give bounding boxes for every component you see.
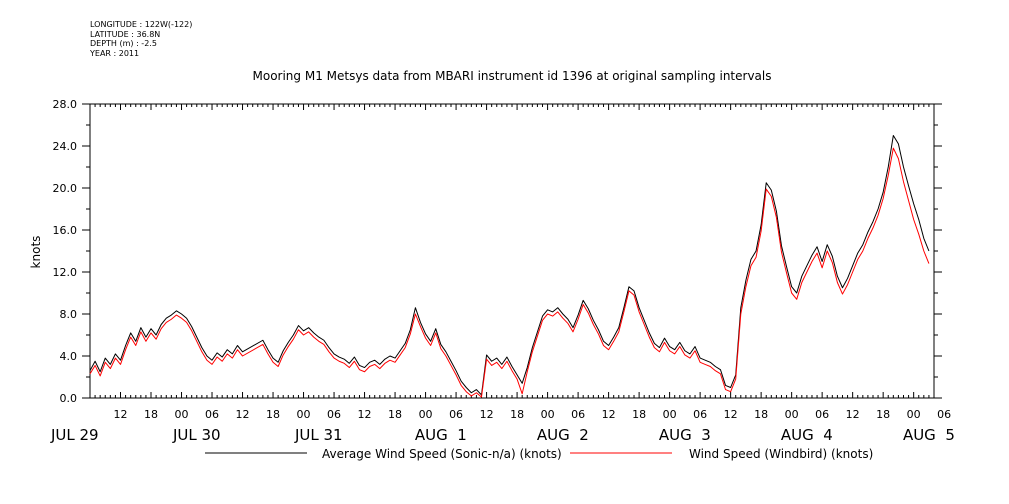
year-label: YEAR : 2011 [90, 48, 140, 58]
y-tick-label: 4.0 [60, 350, 78, 363]
x-tick-label: 12 [236, 408, 250, 421]
x-day-label: AUG 4 [781, 426, 833, 444]
x-tick-label: 18 [876, 408, 890, 421]
x-hour-tick-labels: 12 18 00 06 12 18 00 06 12 18 00 06 12 18 00 06 12 18 00 06… [114, 408, 952, 421]
legend: Average Wind Speed (Sonic-n/a) (knots) W… [205, 447, 873, 461]
legend-label-windbird: Wind Speed (Windbird) (knots) [689, 447, 873, 461]
x-tick-label: 00 [663, 408, 677, 421]
x-tick-label: 06 [937, 408, 951, 421]
y-tick-label: 0.0 [60, 392, 78, 405]
latitude-label: LATITUDE : 36.8N [90, 29, 161, 39]
x-tick-label: 12 [358, 408, 372, 421]
x-tick-label: 12 [724, 408, 738, 421]
series-line-average-wind-speed [89, 135, 930, 396]
x-day-label: AUG 3 [659, 426, 711, 444]
y-axis-label: knots [29, 236, 43, 269]
x-tick-label: 06 [693, 408, 707, 421]
x-day-label: AUG 1 [415, 426, 467, 444]
chart-title: Mooring M1 Metsys data from MBARI instru… [253, 69, 772, 83]
x-tick-label: 06 [205, 408, 219, 421]
metadata-block: LONGITUDE : 122W(-122) LATITUDE : 36.8N … [90, 20, 192, 58]
series-lines [89, 135, 930, 398]
x-tick-label: 06 [571, 408, 585, 421]
x-tick-label: 12 [846, 408, 860, 421]
x-tick-label: 00 [785, 408, 799, 421]
x-tick-label: 06 [815, 408, 829, 421]
x-day-label: AUG 5 [903, 426, 955, 444]
x-tick-label: 00 [907, 408, 921, 421]
x-tick-label: 18 [632, 408, 646, 421]
x-day-label: JUL 29 [50, 426, 99, 444]
y-tick-label: 12.0 [53, 266, 78, 279]
x-tick-label: 00 [175, 408, 189, 421]
x-tick-label: 18 [266, 408, 280, 421]
legend-label-average: Average Wind Speed (Sonic-n/a) (knots) [322, 447, 562, 461]
y-tick-label: 24.0 [53, 140, 78, 153]
y-tick-label: 28.0 [53, 98, 78, 111]
x-day-labels: JUL 29 JUL 30 JUL 31 AUG 1 AUG 2 AUG 3 AUG 4 AU… [50, 426, 955, 444]
y-tick-label: 8.0 [60, 308, 78, 321]
series-line-windbird-wind-speed [89, 147, 930, 398]
x-tick-label: 18 [510, 408, 524, 421]
depth-label: DEPTH (m) : -2.5 [90, 39, 157, 48]
x-day-label: AUG 2 [537, 426, 589, 444]
x-tick-label: 12 [480, 408, 494, 421]
y-tick-label: 16.0 [53, 224, 78, 237]
x-tick-label: 18 [754, 408, 768, 421]
x-tick-label: 18 [388, 408, 402, 421]
x-tick-label: 00 [541, 408, 555, 421]
x-day-label: JUL 31 [294, 426, 343, 444]
x-tick-label: 06 [327, 408, 341, 421]
y-tick-labels: 0.0 4.0 8.0 12.0 16.0 20.0 24.0 28.0 [53, 98, 78, 405]
x-tick-label: 12 [114, 408, 128, 421]
y-tick-label: 20.0 [53, 182, 78, 195]
axis-ticks [82, 103, 942, 399]
x-tick-label: 00 [419, 408, 433, 421]
longitude-label: LONGITUDE : 122W(-122) [90, 20, 193, 29]
x-tick-label: 18 [144, 408, 158, 421]
x-day-label: JUL 30 [172, 426, 221, 444]
x-tick-label: 06 [449, 408, 463, 421]
x-tick-label: 00 [297, 408, 311, 421]
x-tick-label: 12 [602, 408, 616, 421]
